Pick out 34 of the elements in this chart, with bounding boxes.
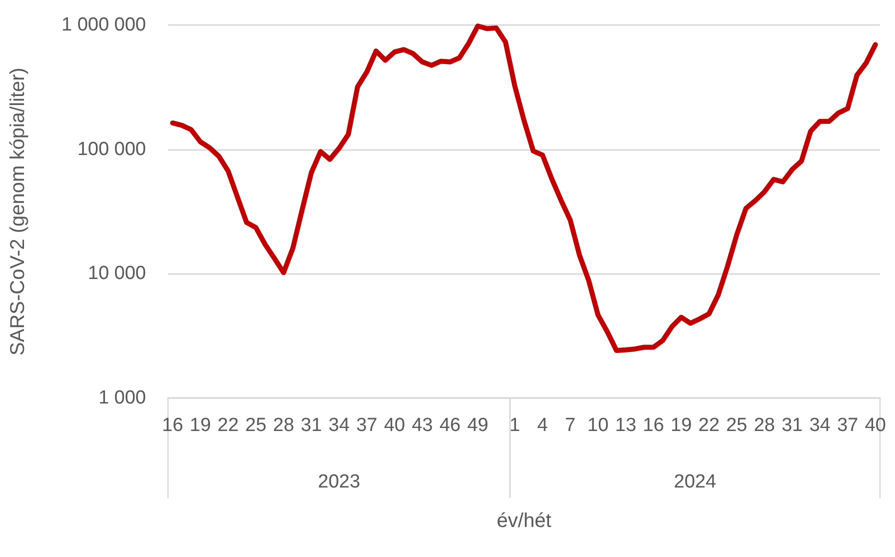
text: 2024 — [674, 472, 717, 492]
x-tick-label: 22 — [218, 415, 239, 436]
x-tick-label: 37 — [356, 415, 378, 436]
x-tick-label: 16 — [162, 415, 184, 436]
y-axis-title: SARS-CoV-2 (genom kópia/liter) — [7, 68, 29, 356]
y-tick-label: 10 000 — [88, 263, 146, 284]
x-tick-label: 25 — [726, 415, 748, 436]
x-tick-label: 7 — [564, 415, 576, 436]
x-tick-label: 13 — [615, 415, 636, 436]
x-tick-label: 28 — [754, 415, 775, 436]
y-tick-label: 100 000 — [77, 138, 146, 160]
x-tick-label: 43 — [412, 415, 433, 436]
x-axis-title: év/hét — [496, 510, 552, 532]
x-tick-label: 31 — [782, 415, 803, 436]
x-tick-label: 34 — [328, 415, 350, 436]
x-tick-label: 22 — [698, 415, 720, 436]
x-tick-label: 4 — [537, 415, 548, 436]
x-tick-label: 16 — [642, 415, 664, 436]
y-tick-label: 1 000 000 — [61, 14, 146, 36]
x-tick-label: 34 — [809, 415, 831, 436]
x-tick-label: 19 — [190, 415, 211, 436]
x-tick-label: 40 — [384, 415, 406, 436]
text: 2023 — [318, 472, 360, 492]
x-tick-label: 31 — [300, 415, 322, 436]
x-tick-label: 46 — [439, 415, 461, 436]
x-tick-label: 49 — [467, 415, 488, 436]
x-tick-label: 19 — [670, 415, 692, 436]
x-tick-label: 40 — [864, 415, 886, 436]
x-tick-label: 37 — [837, 415, 858, 436]
x-tick-label: 25 — [245, 415, 266, 436]
x-tick-label: 1 — [509, 415, 520, 436]
x-tick-label: 10 — [587, 415, 609, 436]
y-tick-label: 1 000 — [98, 388, 146, 408]
x-tick-label: 28 — [273, 415, 294, 436]
